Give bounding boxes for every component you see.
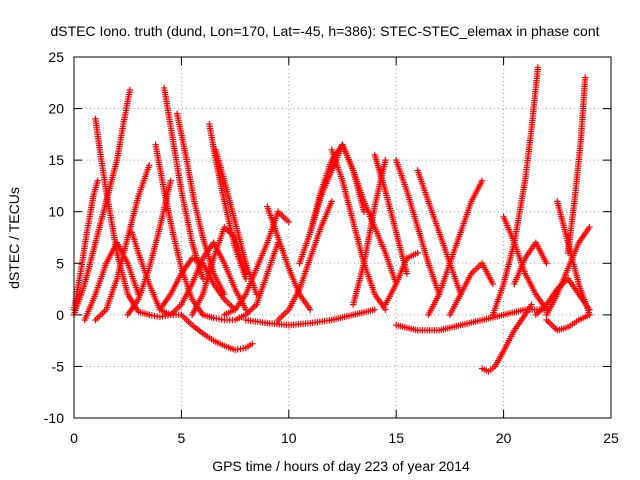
data-series [414,167,464,298]
x-tick-label: 20 [496,430,512,446]
y-tick-label: 25 [48,49,64,65]
tick-labels: 0 5 10 15 20 25 -10 -5 0 5 10 15 20 25 [44,49,619,446]
data-point [167,177,174,184]
data-point [199,275,207,282]
data-point [586,306,593,313]
data-point [543,260,550,267]
data-series [382,249,421,308]
data-point [94,177,101,184]
data-point [371,306,378,313]
y-tick-label: 20 [48,101,64,117]
data-point [582,74,589,81]
x-axis-title: GPS time / hours of day 223 of year 2014 [212,458,470,474]
y-tick-label: 10 [48,204,64,220]
data-point [328,198,335,205]
data-series [532,275,593,319]
data-point [586,223,593,231]
data-series [328,146,389,313]
y-tick-label: 15 [48,152,64,168]
data-series [274,198,335,324]
data-point [489,280,497,288]
data-series [242,306,378,329]
data-series [128,229,185,319]
data-point [242,270,250,277]
y-tick-label: 0 [56,307,64,323]
data-series [221,208,292,319]
data-series [350,156,389,308]
data-series [296,141,346,267]
y-axis-title: dSTEC / TECUs [6,187,22,289]
x-tick-label: 15 [388,430,404,446]
data-point [478,177,486,184]
x-tick-label: 0 [70,430,78,446]
data-series [152,141,207,319]
data-point [253,291,260,298]
data-series [446,260,497,319]
data-series [178,311,256,354]
data-series [264,203,314,313]
y-tick-label: -10 [44,410,64,426]
data-point [382,156,389,164]
y-tick-label: 5 [56,255,64,271]
chart-title: dSTEC Iono. truth (dund, Lon=170, Lat=-4… [50,23,599,39]
data-series [371,151,411,277]
data-point [249,340,256,347]
data-series [339,141,400,288]
data-point [307,306,314,313]
y-tick-label: -5 [52,358,65,374]
data-point [534,64,542,71]
data-point [528,301,535,308]
x-tick-label: 10 [281,430,297,446]
plot-frame [73,56,612,419]
data-series [478,301,535,375]
x-tick-label: 25 [603,430,619,446]
data-series [188,223,250,319]
data-points [70,64,593,375]
data-series [489,64,542,319]
data-point [403,270,411,277]
data-series [564,74,589,257]
data-point [414,249,421,257]
data-series [70,177,101,313]
data-point [126,86,134,94]
data-point [145,162,153,169]
data-point [285,218,292,226]
data-series [425,177,486,319]
data-series [511,239,550,288]
x-tick-label: 5 [178,430,186,446]
data-series [173,110,228,298]
data-series [92,162,153,324]
